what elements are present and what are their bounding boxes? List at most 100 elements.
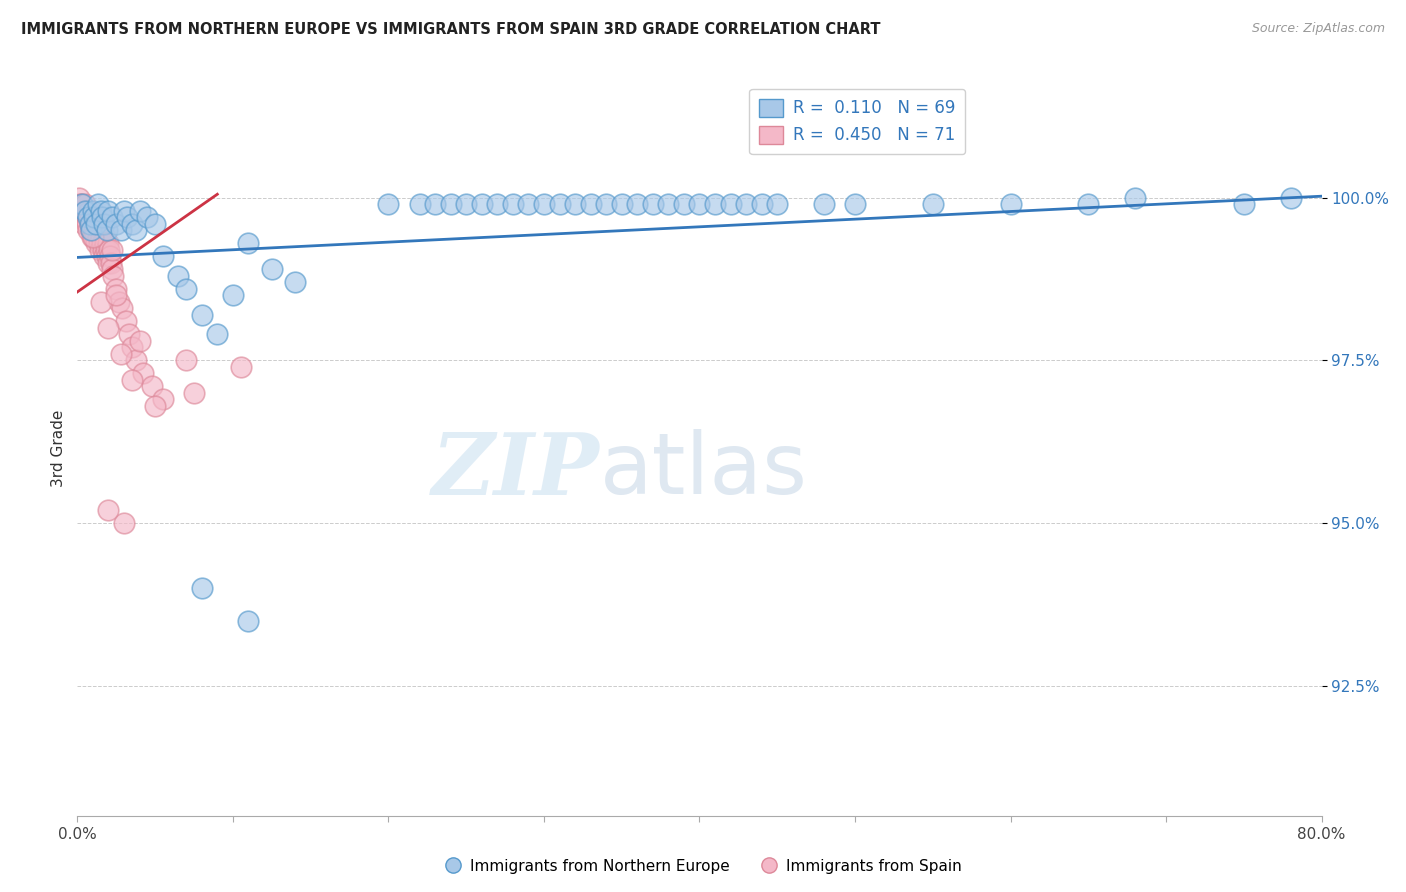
Point [125, 353, 148, 368]
Point [222, 288, 245, 302]
Point [672, 197, 695, 211]
Point [610, 197, 633, 211]
Point [100, 255, 122, 269]
Text: IMMIGRANTS FROM NORTHERN EUROPE VS IMMIGRANTS FROM SPAIN 3RD GRADE CORRELATION C: IMMIGRANTS FROM NORTHERN EUROPE VS IMMIG… [21, 22, 880, 37]
Point [89, 243, 111, 257]
Point [90, 223, 112, 237]
Point [76, 210, 98, 224]
Point [471, 197, 494, 211]
Point [118, 327, 141, 342]
Point [97, 236, 120, 251]
Point [1000, 197, 1022, 211]
Point [73, 210, 96, 224]
Point [84, 229, 107, 244]
Point [1233, 197, 1256, 211]
Legend: R =  0.110   N = 69, R =  0.450   N = 71: R = 0.110 N = 69, R = 0.450 N = 71 [749, 88, 965, 154]
Point [141, 379, 163, 393]
Point [844, 197, 866, 211]
Point [766, 197, 789, 211]
Point [75, 197, 97, 211]
Point [121, 340, 143, 354]
Point [152, 249, 174, 263]
Point [111, 301, 134, 316]
Point [75, 203, 97, 218]
Point [86, 217, 108, 231]
Point [75, 203, 97, 218]
Point [91, 243, 114, 257]
Point [439, 197, 461, 211]
Point [91, 210, 114, 224]
Point [136, 210, 159, 224]
Text: ZIP: ZIP [432, 428, 600, 512]
Point [83, 217, 105, 231]
Point [689, 197, 711, 211]
Point [115, 210, 138, 224]
Point [70, 197, 93, 211]
Point [1123, 190, 1146, 204]
Point [100, 262, 122, 277]
Point [110, 347, 132, 361]
Point [86, 197, 108, 211]
Point [191, 581, 214, 595]
Point [238, 614, 260, 628]
Point [735, 197, 758, 211]
Point [91, 236, 114, 251]
Point [80, 223, 103, 237]
Point [108, 294, 131, 309]
Point [96, 249, 118, 263]
Point [69, 197, 91, 211]
Point [548, 197, 571, 211]
Point [77, 210, 100, 224]
Point [90, 229, 112, 244]
Point [183, 385, 205, 400]
Point [1279, 190, 1302, 204]
Point [79, 217, 101, 231]
Point [100, 210, 122, 224]
Point [595, 197, 617, 211]
Point [72, 203, 94, 218]
Point [533, 197, 555, 211]
Point [121, 217, 143, 231]
Point [704, 197, 727, 211]
Point [82, 203, 104, 218]
Point [125, 223, 148, 237]
Point [97, 503, 120, 517]
Text: atlas: atlas [600, 429, 808, 512]
Point [110, 223, 132, 237]
Y-axis label: 3rd Grade: 3rd Grade [51, 409, 66, 487]
Point [80, 223, 103, 237]
Point [377, 197, 399, 211]
Point [641, 197, 664, 211]
Point [86, 223, 108, 237]
Point [83, 223, 105, 237]
Point [82, 229, 104, 244]
Point [93, 249, 115, 263]
Point [174, 353, 197, 368]
Point [751, 197, 773, 211]
Point [90, 203, 112, 218]
Point [83, 210, 105, 224]
Point [626, 197, 648, 211]
Point [486, 197, 509, 211]
Point [207, 327, 229, 342]
Point [94, 243, 117, 257]
Point [82, 229, 104, 244]
Point [93, 229, 115, 244]
Point [105, 282, 128, 296]
Point [408, 197, 430, 211]
Point [174, 282, 197, 296]
Point [502, 197, 524, 211]
Point [128, 334, 150, 348]
Point [517, 197, 540, 211]
Point [93, 217, 115, 231]
Point [87, 229, 110, 244]
Text: Source: ZipAtlas.com: Source: ZipAtlas.com [1251, 22, 1385, 36]
Point [90, 294, 112, 309]
Point [76, 217, 98, 231]
Point [77, 203, 100, 218]
Point [657, 197, 679, 211]
Point [112, 516, 135, 530]
Point [813, 197, 835, 211]
Point [152, 392, 174, 407]
Point [105, 217, 128, 231]
